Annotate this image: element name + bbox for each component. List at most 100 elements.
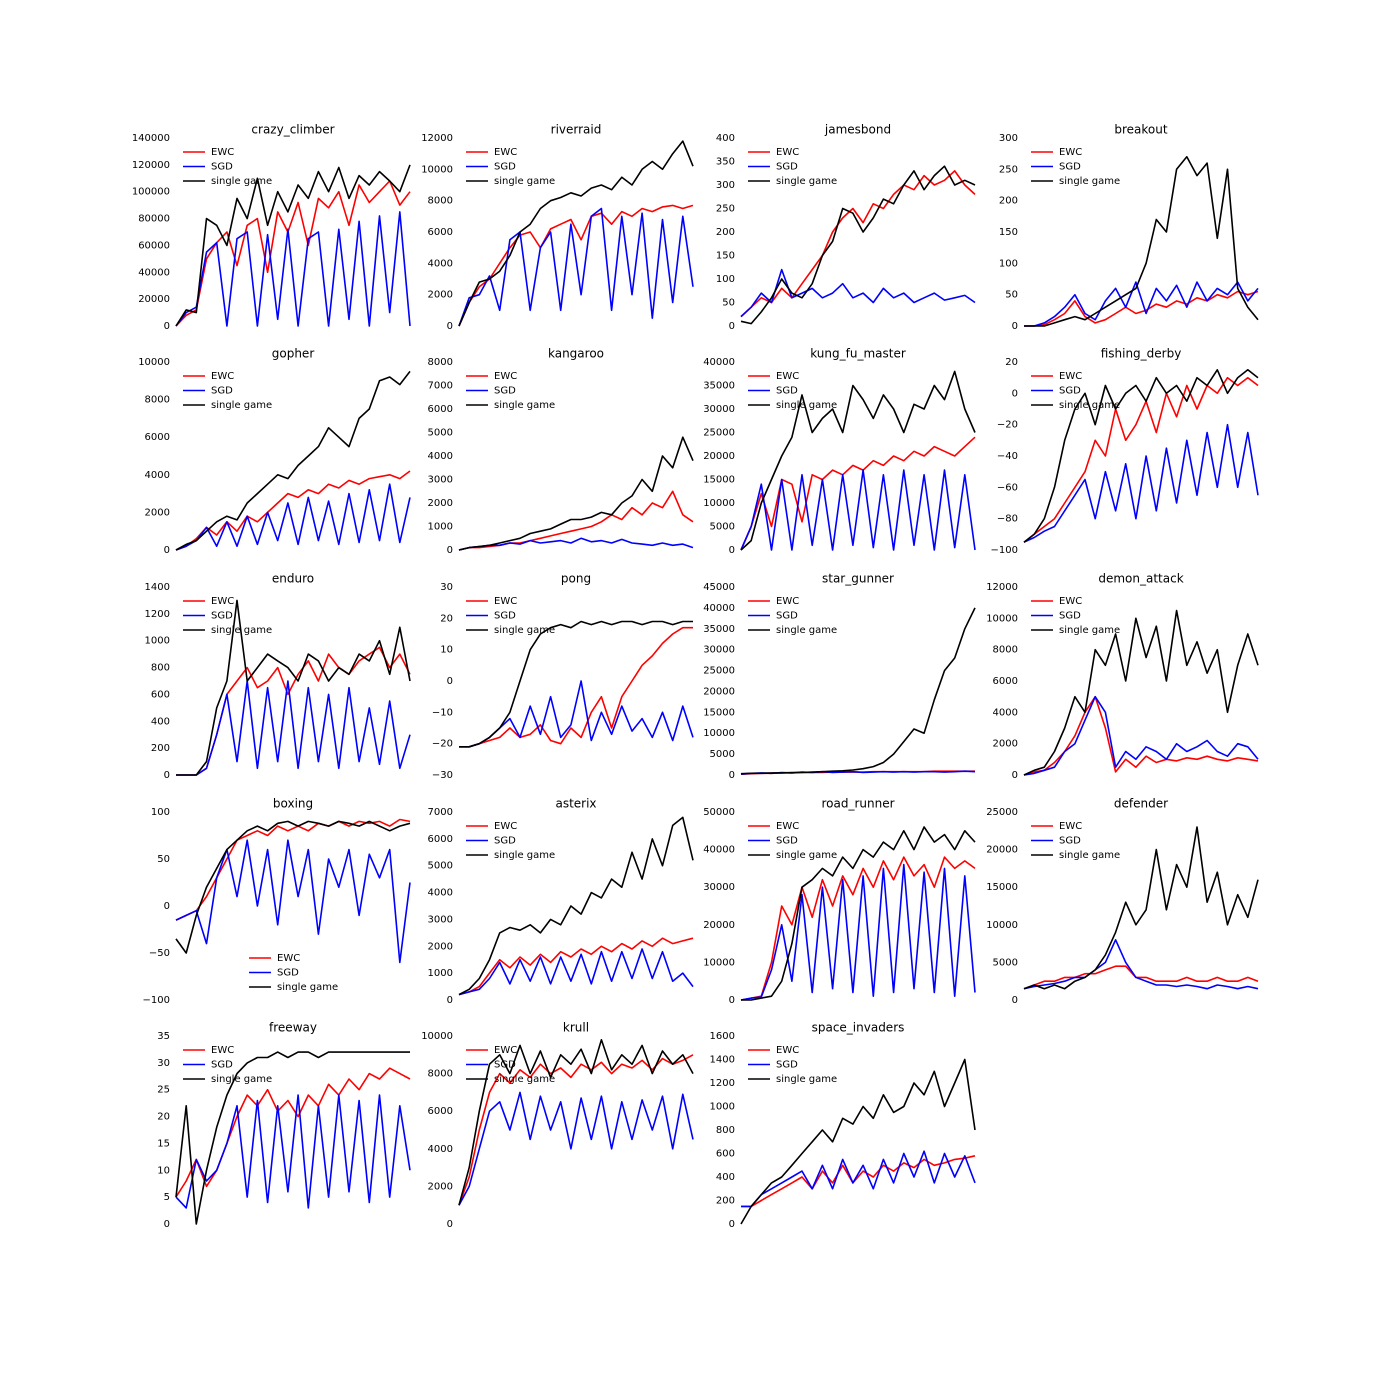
- chart-title: fishing_derby: [1101, 347, 1182, 361]
- y-tick-label: 1200: [145, 609, 170, 620]
- legend-label: SGD: [494, 836, 516, 847]
- chart-title: pong: [561, 572, 591, 586]
- y-tick-label: 20000: [138, 294, 170, 305]
- series-line: [458, 1039, 694, 1206]
- y-tick-label: −10: [432, 707, 453, 718]
- y-tick-label: 200: [999, 196, 1018, 207]
- y-tick-label: 600: [716, 1149, 735, 1160]
- y-tick-label: 12000: [421, 133, 453, 144]
- legend-label: single game: [211, 1074, 272, 1085]
- series-line: [740, 370, 976, 551]
- y-tick-label: 0: [1012, 995, 1018, 1006]
- series-line: [1023, 609, 1259, 776]
- series-line: [741, 1155, 976, 1208]
- y-tick-label: 0: [729, 770, 735, 781]
- series-line: [1023, 695, 1259, 776]
- y-tick-label: 250: [716, 204, 735, 215]
- y-tick-label: 0: [447, 1219, 453, 1230]
- y-tick-label: 10000: [703, 498, 735, 509]
- y-tick-label: 50: [157, 854, 170, 865]
- y-tick-label: 10000: [138, 357, 170, 368]
- y-tick-label: 800: [151, 663, 170, 674]
- legend-label: single game: [1059, 176, 1120, 187]
- y-tick-label: 8000: [145, 395, 170, 406]
- legend-label: SGD: [1059, 611, 1081, 622]
- chart-title: defender: [1114, 797, 1168, 811]
- series-line: [175, 1051, 410, 1225]
- y-tick-label: 0: [164, 901, 170, 912]
- legend-label: EWC: [1059, 821, 1082, 832]
- y-tick-label: 0: [447, 676, 453, 687]
- y-tick-label: 2000: [428, 1181, 453, 1192]
- y-tick-label: 140000: [132, 133, 170, 144]
- y-tick-label: 5000: [993, 957, 1018, 968]
- legend-label: SGD: [776, 386, 798, 397]
- y-tick-label: 15000: [986, 882, 1018, 893]
- series-line: [740, 1058, 976, 1225]
- y-tick-label: 20000: [703, 920, 735, 931]
- y-tick-label: 20000: [703, 451, 735, 462]
- y-tick-label: 10000: [703, 728, 735, 739]
- y-tick-label: 20: [157, 1112, 170, 1123]
- y-tick-label: 4000: [993, 707, 1018, 718]
- y-tick-label: 25000: [703, 428, 735, 439]
- y-tick-label: −30: [432, 770, 453, 781]
- y-tick-label: 10: [157, 1165, 170, 1176]
- y-tick-label: 2000: [428, 290, 453, 301]
- y-tick-label: 200: [716, 227, 735, 238]
- y-tick-label: −100: [143, 995, 170, 1006]
- series-line: [459, 680, 694, 748]
- y-tick-label: 40000: [703, 603, 735, 614]
- chart-title: enduro: [272, 572, 314, 586]
- y-tick-label: 10000: [986, 920, 1018, 931]
- legend-label: EWC: [1059, 371, 1082, 382]
- y-tick-label: 0: [447, 995, 453, 1006]
- y-tick-label: 10000: [986, 613, 1018, 624]
- legend-label: EWC: [211, 371, 234, 382]
- legend-label: single game: [776, 625, 837, 636]
- series-line: [1024, 290, 1259, 327]
- legend-label: SGD: [1059, 386, 1081, 397]
- y-tick-label: 0: [447, 321, 453, 332]
- y-tick-label: 5000: [428, 861, 453, 872]
- y-tick-label: 20: [1005, 357, 1018, 368]
- y-tick-label: 3000: [428, 475, 453, 486]
- y-tick-label: 50: [722, 298, 735, 309]
- chart-title: riverraid: [551, 123, 602, 137]
- chart-title: road_runner: [821, 797, 894, 811]
- y-tick-label: 4000: [428, 888, 453, 899]
- chart-title: crazy_climber: [251, 123, 334, 137]
- chart-title: kung_fu_master: [810, 347, 906, 361]
- y-tick-label: 10000: [703, 957, 735, 968]
- y-tick-label: 1000: [145, 636, 170, 647]
- y-tick-label: 2000: [428, 941, 453, 952]
- legend-label: SGD: [494, 162, 516, 173]
- legend-label: EWC: [776, 596, 799, 607]
- series-line: [175, 1067, 411, 1198]
- y-tick-label: 0: [447, 545, 453, 556]
- y-tick-label: −50: [149, 948, 170, 959]
- legend-label: EWC: [211, 596, 234, 607]
- series-line: [175, 211, 411, 327]
- series-line: [1023, 376, 1259, 543]
- legend-label: single game: [494, 176, 555, 187]
- y-tick-label: −20: [432, 739, 453, 750]
- chart-title: star_gunner: [822, 572, 894, 586]
- legend-label: SGD: [776, 836, 798, 847]
- series-line: [1024, 281, 1259, 327]
- series-line: [1023, 939, 1259, 990]
- y-tick-label: −20: [997, 420, 1018, 431]
- legend-label: SGD: [1059, 162, 1081, 173]
- y-tick-label: 6000: [428, 1106, 453, 1117]
- y-tick-label: 150: [716, 251, 735, 262]
- y-tick-label: 5000: [710, 522, 735, 533]
- y-tick-label: 80000: [138, 214, 170, 225]
- y-tick-label: 0: [729, 545, 735, 556]
- series-line: [740, 607, 976, 775]
- y-tick-label: 35000: [703, 381, 735, 392]
- y-tick-label: 8000: [428, 357, 453, 368]
- y-tick-label: 2000: [428, 498, 453, 509]
- y-tick-label: 35: [157, 1031, 170, 1042]
- y-tick-label: 800: [716, 1125, 735, 1136]
- y-tick-label: −40: [997, 451, 1018, 462]
